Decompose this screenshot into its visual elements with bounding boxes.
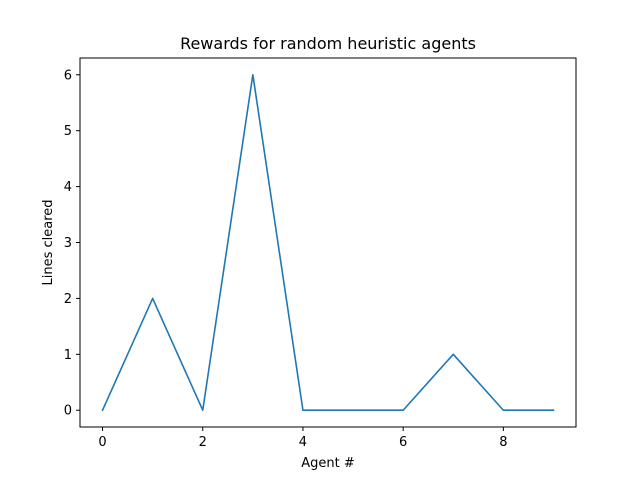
x-tick-label: 4 bbox=[299, 435, 307, 450]
chart-title: Rewards for random heuristic agents bbox=[180, 34, 476, 53]
y-tick-label: 4 bbox=[64, 180, 72, 195]
series-line-0 bbox=[101, 73, 555, 412]
y-tick-label: 1 bbox=[64, 348, 72, 363]
x-tick-label: 6 bbox=[399, 435, 407, 450]
y-tick-label: 3 bbox=[64, 236, 72, 251]
y-axis-ticks: 0 1 2 3 4 5 6 bbox=[64, 68, 80, 419]
y-tick-label: 2 bbox=[64, 292, 72, 307]
x-tick-label: 8 bbox=[499, 435, 507, 450]
y-axis-label: Lines cleared bbox=[41, 199, 56, 285]
x-axis-label: Agent # bbox=[301, 456, 355, 471]
y-tick-label: 0 bbox=[64, 404, 72, 419]
y-tick-label: 5 bbox=[64, 124, 72, 139]
y-tick-label: 6 bbox=[64, 68, 72, 83]
x-tick-label: 2 bbox=[199, 435, 207, 450]
x-tick-label: 0 bbox=[98, 435, 106, 450]
x-axis-ticks: 0 2 4 6 8 bbox=[98, 427, 507, 450]
series-layer bbox=[101, 73, 555, 412]
plot-frame bbox=[79, 57, 577, 428]
